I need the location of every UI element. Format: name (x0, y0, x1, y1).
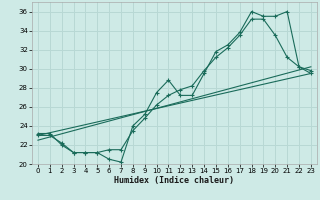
X-axis label: Humidex (Indice chaleur): Humidex (Indice chaleur) (115, 176, 234, 185)
